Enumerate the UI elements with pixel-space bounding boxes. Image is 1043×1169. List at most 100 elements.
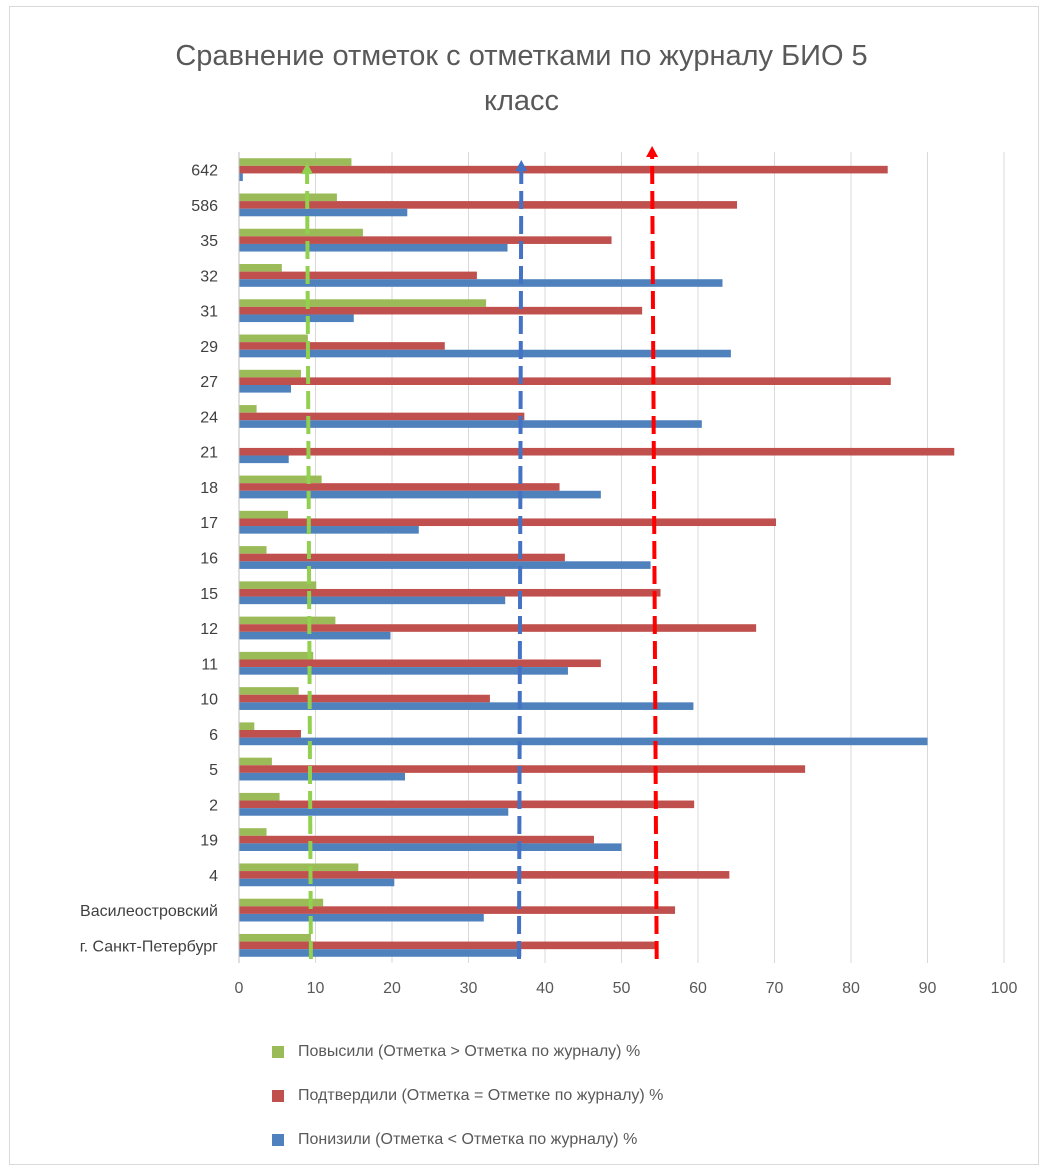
bar-series-2 <box>239 483 560 491</box>
category-label: 32 <box>200 268 218 285</box>
bar-series-3 <box>239 314 354 323</box>
bar-series-3 <box>239 561 651 569</box>
category-label: 17 <box>200 515 218 532</box>
category-label: Василеостровский <box>80 903 218 920</box>
bar-series-3 <box>239 667 568 675</box>
category-label: 16 <box>200 551 218 568</box>
bar-series-2 <box>239 553 565 562</box>
bar-series-2 <box>239 765 806 773</box>
x-tick-label-60: 60 <box>689 980 707 997</box>
category-label: 31 <box>200 304 218 321</box>
bar-series-2 <box>239 906 676 914</box>
bar-series-3 <box>239 349 731 358</box>
bar-series-3 <box>239 490 601 499</box>
bar-chart: 0 10 20 30 40 50 60 70 80 90 100642586353231292724… <box>80 146 1017 997</box>
bar-series-1 <box>239 475 322 484</box>
category-label: 642 <box>191 163 218 180</box>
bar-series-1 <box>239 792 280 801</box>
bar-series-2 <box>239 412 525 421</box>
reference-arrowhead-3 <box>646 146 659 157</box>
legend-label: Повысили (Отметка > Отметка по журналу) … <box>298 1043 641 1060</box>
category-label: 15 <box>200 586 218 603</box>
category-label: 27 <box>200 374 218 391</box>
legend-label: Подтвердили (Отметка = Отметке по журнал… <box>298 1087 664 1104</box>
bar-series-1 <box>239 933 311 942</box>
category-label: 35 <box>200 233 218 250</box>
legend-swatch <box>272 1134 284 1146</box>
bar-series-2 <box>239 377 891 385</box>
bar-series-1 <box>239 898 324 907</box>
bar-series-1 <box>239 616 336 625</box>
bar-series-3 <box>239 878 395 887</box>
category-label: 4 <box>209 868 218 885</box>
category-label: 11 <box>201 656 218 673</box>
category-label: 2 <box>209 797 218 814</box>
bar-series-1 <box>239 687 299 695</box>
bar-series-1 <box>239 828 267 836</box>
bar-series-1 <box>239 510 288 519</box>
bar-series-1 <box>239 299 487 307</box>
x-tick-label-90: 90 <box>919 980 937 997</box>
bar-series-2 <box>239 694 490 703</box>
bar-series-1 <box>239 228 363 237</box>
bar-series-2 <box>239 342 445 350</box>
reference-line-1 <box>305 172 313 960</box>
bar-series-3 <box>239 702 694 710</box>
bar-series-1 <box>239 651 314 660</box>
bar-series-2 <box>239 165 888 174</box>
reference-arrowhead-1 <box>301 163 314 174</box>
bar-series-3 <box>239 208 408 217</box>
bar-series-3 <box>239 772 406 781</box>
bar-series-3 <box>239 631 391 640</box>
bar-series-1 <box>239 581 317 589</box>
x-tick-label-20: 20 <box>383 980 401 997</box>
legend-swatch <box>272 1046 284 1058</box>
bar-series-2 <box>239 447 955 456</box>
bar-series-1 <box>239 757 272 766</box>
bar-series-1 <box>239 334 308 343</box>
bar-series-2 <box>239 871 730 879</box>
bar-series-1 <box>239 264 282 272</box>
category-label: 6 <box>209 727 218 744</box>
bar-series-3 <box>239 243 508 252</box>
category-label: г. Санкт-Петербург <box>80 938 218 955</box>
x-tick-label-0: 0 <box>235 980 244 997</box>
legend-label: Понизили (Отметка < Отметка по журналу) … <box>298 1131 638 1148</box>
bar-series-1 <box>239 158 352 166</box>
bar-series-2 <box>239 201 738 209</box>
bar-series-2 <box>239 518 777 527</box>
category-label: 19 <box>200 833 218 850</box>
reference-arrowhead-2 <box>515 160 528 171</box>
bar-series-3 <box>239 737 928 746</box>
category-label: 24 <box>200 409 218 426</box>
bar-series-3 <box>239 913 484 922</box>
reference-line-3 <box>650 155 659 960</box>
chart-title-line-1: Сравнение отметок с отметками по журналу… <box>175 40 868 72</box>
chart-title: Сравнение отметок с отметками по журналу… <box>0 34 1043 124</box>
bar-series-2 <box>239 236 612 244</box>
x-tick-label-50: 50 <box>613 980 631 997</box>
category-label: 5 <box>209 762 218 779</box>
bar-series-3 <box>239 949 522 957</box>
category-label: 21 <box>200 445 218 462</box>
bar-series-1 <box>239 722 255 731</box>
bar-series-3 <box>239 526 419 534</box>
reference-line-2 <box>516 169 524 960</box>
x-tick-label-70: 70 <box>766 980 784 997</box>
bar-series-1 <box>239 405 257 413</box>
bar-series-3 <box>239 808 509 816</box>
category-label: 586 <box>191 198 218 215</box>
bar-series-2 <box>239 730 301 738</box>
x-tick-label-40: 40 <box>536 980 554 997</box>
bar-series-3 <box>239 420 702 428</box>
bar-series-3 <box>239 279 723 287</box>
bar-series-1 <box>239 193 337 202</box>
bar-series-3 <box>239 384 292 393</box>
category-label: 10 <box>200 692 218 709</box>
bar-series-2 <box>239 588 661 597</box>
category-label: 12 <box>200 621 218 638</box>
bar-series-1 <box>239 863 359 872</box>
bar-series-2 <box>239 659 601 668</box>
bar-series-3 <box>239 596 506 605</box>
bar-series-2 <box>239 800 695 809</box>
